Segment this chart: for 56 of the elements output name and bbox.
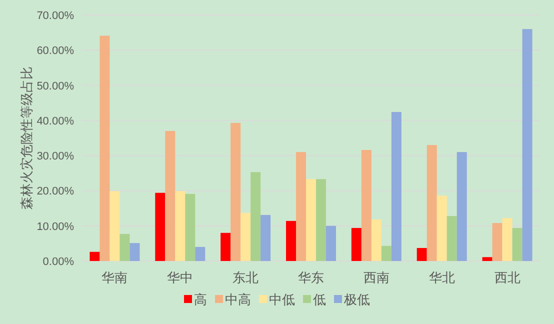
legend-label: 高 xyxy=(194,292,207,307)
bar xyxy=(361,150,372,261)
y-tick-label: 10.00% xyxy=(36,220,74,233)
y-tick-label: 20.00% xyxy=(36,186,74,198)
bar xyxy=(326,226,336,261)
bar xyxy=(426,145,437,261)
x-tick-label: 西南 xyxy=(363,270,390,285)
y-tick-label: 70.00% xyxy=(36,10,74,22)
bar xyxy=(185,194,196,261)
bar xyxy=(391,112,402,261)
bar xyxy=(220,232,231,261)
bar xyxy=(165,130,176,261)
bar xyxy=(296,152,306,261)
x-tick-label: 华中 xyxy=(167,270,194,285)
bar xyxy=(436,196,447,261)
bar xyxy=(130,243,140,261)
bar xyxy=(416,248,427,261)
bar xyxy=(260,214,271,261)
bar xyxy=(371,220,382,261)
bar xyxy=(100,36,110,261)
bar xyxy=(522,29,532,261)
x-tick-label: 东北 xyxy=(232,270,259,285)
bar xyxy=(492,223,502,261)
bar xyxy=(175,191,186,261)
y-tick-label: 0.00% xyxy=(42,256,74,268)
x-tick-label: 华南 xyxy=(102,270,128,285)
x-tick-label: 华东 xyxy=(298,270,324,285)
bar xyxy=(446,216,457,261)
bar xyxy=(110,191,120,261)
y-axis-title: 森林火灾危险性等级占比 xyxy=(19,66,34,210)
bar xyxy=(155,192,166,261)
bar xyxy=(512,228,522,261)
y-tick-label: 30.00% xyxy=(36,150,74,163)
y-tick-label: 50.00% xyxy=(36,80,74,92)
bar xyxy=(316,179,326,261)
bar xyxy=(286,220,296,261)
bar xyxy=(482,257,492,261)
bar xyxy=(306,179,316,261)
bar xyxy=(120,234,130,261)
bar xyxy=(230,122,241,261)
bar xyxy=(240,212,251,261)
y-tick-label: 40.00% xyxy=(36,115,74,128)
bar xyxy=(381,246,392,261)
x-tick-label: 西北 xyxy=(494,270,520,285)
bar xyxy=(456,152,467,261)
y-tick-label: 60.00% xyxy=(36,45,74,58)
legend-label: 中低 xyxy=(269,292,295,307)
legend-label: 极低 xyxy=(343,292,370,307)
legend-label: 中高 xyxy=(225,292,251,307)
x-tick-label: 华北 xyxy=(428,270,455,285)
bar xyxy=(502,218,512,261)
bar xyxy=(195,246,206,261)
legend-label: 低 xyxy=(313,292,326,307)
bar xyxy=(351,228,362,261)
bar xyxy=(250,172,261,261)
bar xyxy=(90,252,100,261)
